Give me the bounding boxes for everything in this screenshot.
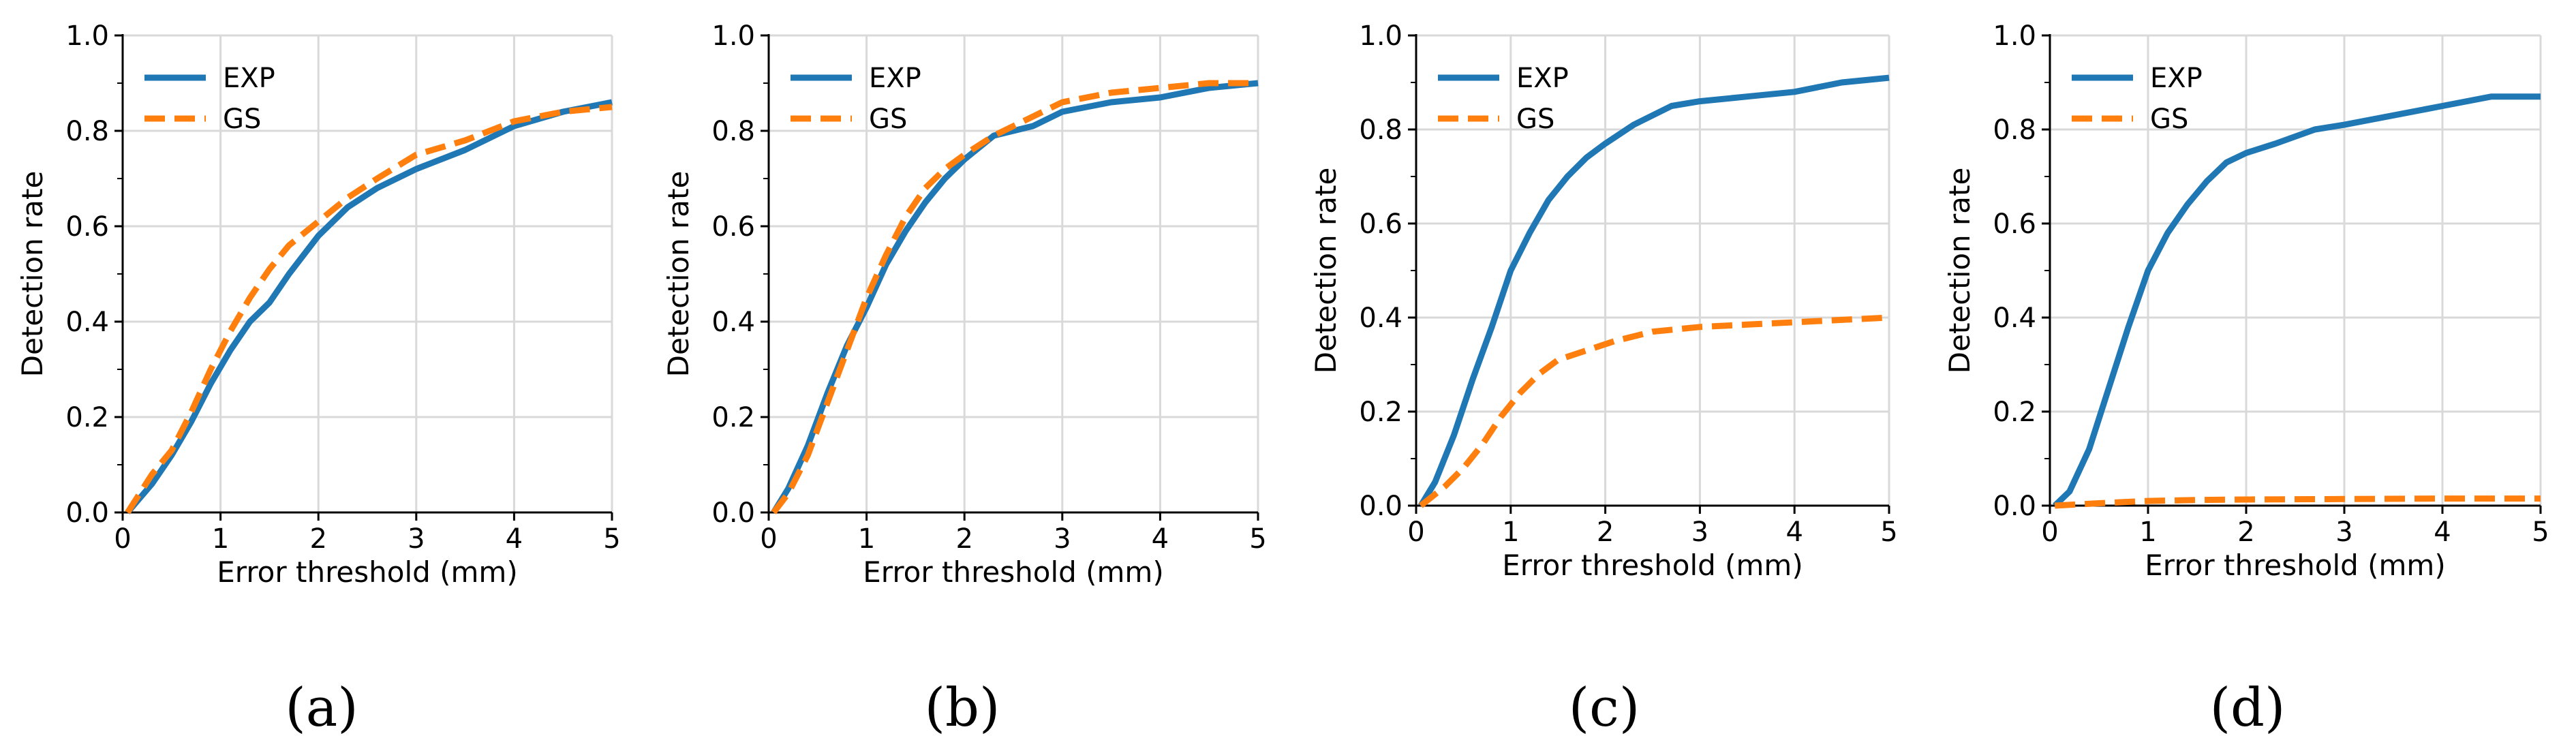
panel-label: (b) (925, 677, 1000, 739)
legend-label-gs: GS (1516, 104, 1554, 135)
legend-label-gs: GS (869, 104, 907, 135)
panel-label: (a) (285, 677, 358, 739)
chart-panel-4: 0 1 2 3 4 5 0.0 0.2 0.4 0.6 0.8 1.0 Error threshold … (1943, 20, 2549, 582)
x-tick-label: 5 (603, 523, 620, 555)
y-tick-label: 0.6 (1993, 209, 2036, 240)
x-tick-label: 1 (212, 523, 229, 555)
x-tick-label: 2 (2237, 517, 2254, 548)
x-tick-label: 0 (760, 523, 777, 555)
y-axis-label: Detection rate (16, 171, 49, 378)
series-line-exp (2053, 93, 2541, 508)
x-axis-label: Error threshold (mm) (863, 555, 1163, 589)
legend-label-exp: EXP (869, 63, 921, 94)
x-tick-label: 4 (2434, 517, 2451, 548)
x-tick-label: 5 (1249, 523, 1266, 555)
panel-label: (d) (2210, 677, 2286, 739)
legend-label-gs: GS (223, 104, 261, 135)
x-tick-label: 4 (506, 523, 523, 555)
y-tick-label: 0.0 (1993, 491, 2036, 522)
y-tick-label: 1.0 (711, 20, 755, 52)
x-tick-label: 4 (1152, 523, 1169, 555)
y-tick-label: 0.8 (65, 116, 109, 147)
x-axis-label: Error threshold (mm) (217, 555, 517, 589)
y-tick-label: 0.2 (65, 402, 109, 433)
y-tick-label: 1.0 (1359, 20, 1402, 52)
x-tick-label: 2 (309, 523, 326, 555)
y-tick-label: 1.0 (1993, 20, 2036, 52)
x-tick-label: 3 (408, 523, 425, 555)
series-line-exp (1418, 74, 1890, 508)
x-tick-label: 2 (1597, 517, 1614, 548)
panel-label: (c) (1569, 677, 1640, 739)
y-axis-label: Detection rate (1943, 168, 1976, 374)
y-tick-label: 0.4 (1359, 303, 1402, 334)
y-tick-label: 0.8 (1359, 114, 1402, 146)
series-line-exp (125, 99, 613, 514)
x-tick-label: 0 (114, 523, 131, 555)
chart-panel-1: 0 1 2 3 4 5 0.0 0.2 0.4 0.6 0.8 1.0 Error threshold … (16, 20, 621, 589)
legend-label-exp: EXP (223, 63, 275, 94)
series-line-gs (125, 104, 613, 514)
x-tick-label: 4 (1785, 517, 1803, 548)
x-tick-label: 5 (1880, 517, 1897, 548)
x-tick-label: 2 (955, 523, 972, 555)
y-tick-label: 0.4 (65, 307, 109, 338)
chart-panel-2: 0 1 2 3 4 5 0.0 0.2 0.4 0.6 0.8 1.0 Error threshold … (662, 20, 1267, 589)
series-line-gs (771, 80, 1258, 514)
x-tick-label: 3 (1054, 523, 1071, 555)
y-tick-label: 0.0 (1359, 491, 1402, 522)
legend-label-gs: GS (2150, 104, 2188, 135)
series-line-gs (1419, 314, 1890, 508)
y-tick-label: 0.0 (711, 497, 755, 529)
y-tick-label: 0.4 (711, 307, 755, 338)
x-tick-label: 1 (1502, 517, 1519, 548)
y-tick-label: 0.2 (1993, 397, 2036, 428)
y-tick-label: 0.2 (711, 402, 755, 433)
legend-label-exp: EXP (2150, 63, 2203, 94)
y-tick-label: 0.8 (1993, 114, 2036, 146)
x-tick-label: 3 (1691, 517, 1708, 548)
chart-panel-3: 0 1 2 3 4 5 0.0 0.2 0.4 0.6 0.8 1.0 Error threshold … (1309, 20, 1898, 582)
series-line-gs (2054, 495, 2541, 509)
y-tick-label: 0.6 (711, 211, 755, 243)
x-tick-label: 1 (2139, 517, 2156, 548)
x-tick-label: 5 (2532, 517, 2549, 548)
x-axis-label: Error threshold (mm) (1502, 549, 1803, 582)
x-tick-label: 0 (1407, 517, 1424, 548)
x-tick-label: 0 (2041, 517, 2058, 548)
y-axis-label: Detection rate (662, 171, 695, 378)
series-line-exp (771, 80, 1259, 514)
y-tick-label: 1.0 (65, 20, 109, 52)
legend-label-exp: EXP (1516, 63, 1569, 94)
y-tick-label: 0.2 (1359, 397, 1402, 428)
x-tick-label: 3 (2335, 517, 2352, 548)
y-tick-label: 0.6 (65, 211, 109, 243)
y-tick-label: 0.6 (1359, 209, 1402, 240)
y-tick-label: 0.4 (1993, 303, 2036, 334)
y-tick-label: 0.0 (65, 497, 109, 529)
x-tick-label: 1 (858, 523, 875, 555)
y-axis-label: Detection rate (1309, 168, 1343, 374)
y-tick-label: 0.8 (711, 116, 755, 147)
x-axis-label: Error threshold (mm) (2145, 549, 2445, 582)
